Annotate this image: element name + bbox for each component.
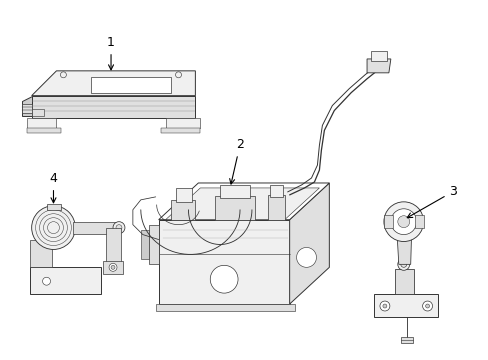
Polygon shape bbox=[396, 230, 411, 264]
Polygon shape bbox=[30, 239, 51, 267]
Polygon shape bbox=[170, 200, 195, 220]
Circle shape bbox=[111, 265, 115, 269]
Polygon shape bbox=[27, 129, 61, 133]
Circle shape bbox=[379, 301, 389, 311]
Polygon shape bbox=[46, 204, 61, 210]
Circle shape bbox=[397, 216, 409, 228]
Circle shape bbox=[61, 72, 66, 78]
Polygon shape bbox=[30, 267, 101, 294]
Polygon shape bbox=[32, 96, 195, 118]
Circle shape bbox=[32, 206, 75, 249]
Circle shape bbox=[113, 222, 124, 234]
Polygon shape bbox=[32, 109, 43, 116]
Polygon shape bbox=[73, 222, 116, 234]
Polygon shape bbox=[366, 59, 390, 73]
Circle shape bbox=[42, 277, 50, 285]
Polygon shape bbox=[383, 215, 392, 228]
Polygon shape bbox=[27, 118, 56, 129]
Text: 1: 1 bbox=[107, 36, 115, 70]
Polygon shape bbox=[414, 215, 423, 228]
Circle shape bbox=[382, 304, 386, 308]
Polygon shape bbox=[215, 196, 254, 220]
Polygon shape bbox=[175, 188, 192, 202]
Circle shape bbox=[422, 301, 432, 311]
Circle shape bbox=[296, 247, 316, 267]
Polygon shape bbox=[21, 96, 32, 116]
Circle shape bbox=[175, 72, 181, 78]
Circle shape bbox=[116, 225, 122, 231]
Polygon shape bbox=[21, 104, 32, 113]
Polygon shape bbox=[220, 185, 249, 198]
Polygon shape bbox=[91, 77, 170, 93]
Text: 4: 4 bbox=[49, 172, 57, 203]
Polygon shape bbox=[394, 269, 413, 294]
Circle shape bbox=[397, 258, 409, 270]
Circle shape bbox=[400, 261, 406, 267]
Polygon shape bbox=[370, 51, 386, 61]
Polygon shape bbox=[289, 183, 328, 304]
Polygon shape bbox=[269, 185, 282, 197]
Polygon shape bbox=[148, 225, 158, 264]
Polygon shape bbox=[165, 118, 200, 129]
Polygon shape bbox=[155, 304, 294, 311]
Polygon shape bbox=[400, 337, 412, 343]
Polygon shape bbox=[267, 195, 284, 220]
Polygon shape bbox=[161, 129, 200, 133]
Polygon shape bbox=[141, 230, 148, 260]
Polygon shape bbox=[158, 220, 289, 304]
Circle shape bbox=[383, 202, 423, 242]
Text: 2: 2 bbox=[229, 138, 244, 184]
Polygon shape bbox=[106, 228, 121, 264]
Text: 3: 3 bbox=[407, 185, 456, 218]
Polygon shape bbox=[165, 188, 319, 220]
Polygon shape bbox=[32, 71, 195, 96]
Circle shape bbox=[425, 304, 428, 308]
Circle shape bbox=[109, 264, 117, 271]
Polygon shape bbox=[158, 183, 328, 220]
Polygon shape bbox=[373, 294, 438, 317]
Circle shape bbox=[390, 209, 416, 235]
Circle shape bbox=[210, 265, 238, 293]
Polygon shape bbox=[103, 261, 122, 274]
